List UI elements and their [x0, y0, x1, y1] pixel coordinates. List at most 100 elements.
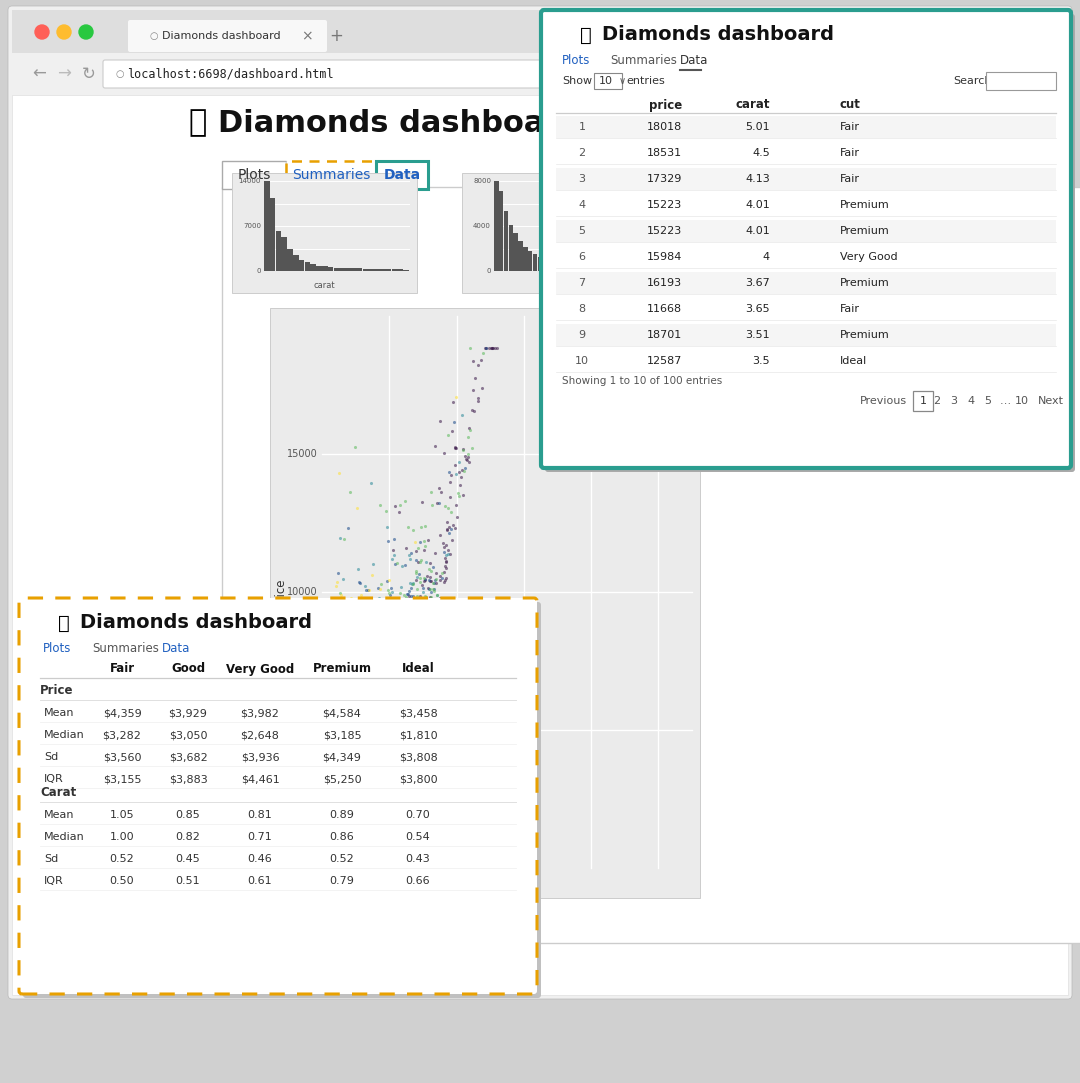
Point — [332, 747, 349, 765]
Point — [383, 758, 401, 775]
Point — [327, 822, 345, 839]
Point — [334, 811, 351, 828]
Point — [399, 699, 416, 716]
Point — [346, 766, 363, 783]
Point — [348, 820, 365, 837]
Point — [384, 695, 402, 713]
Point — [392, 730, 409, 747]
Point — [333, 837, 350, 854]
Point — [327, 833, 345, 850]
Point — [328, 836, 346, 853]
Point — [333, 805, 350, 822]
Point — [382, 709, 400, 727]
Point — [396, 666, 414, 683]
Text: v: v — [1059, 31, 1067, 41]
Point — [333, 735, 350, 753]
Point — [330, 746, 348, 764]
Point — [340, 801, 357, 819]
Point — [341, 823, 359, 840]
Point — [328, 733, 346, 751]
Point — [351, 800, 368, 818]
Point — [370, 742, 388, 759]
Point — [335, 823, 352, 840]
Point — [328, 791, 346, 808]
Point — [338, 808, 355, 825]
Point — [335, 808, 352, 825]
Point — [327, 797, 345, 814]
Point — [378, 719, 395, 736]
Point — [374, 702, 391, 719]
Point — [373, 766, 390, 783]
Point — [333, 731, 350, 748]
Point — [356, 800, 374, 818]
Point — [348, 815, 365, 833]
Point — [370, 747, 388, 765]
Point — [353, 714, 370, 731]
Point — [330, 814, 348, 832]
Point — [345, 788, 362, 806]
Point — [395, 662, 413, 679]
Point — [330, 801, 348, 819]
Point — [387, 736, 404, 754]
Point — [341, 808, 359, 825]
Point — [414, 493, 431, 510]
Point — [335, 804, 352, 821]
Point — [328, 831, 346, 848]
Point — [333, 800, 350, 818]
Point — [397, 681, 415, 699]
Point — [386, 683, 403, 701]
Point — [401, 680, 418, 697]
Point — [330, 824, 348, 841]
Point — [327, 731, 345, 748]
Point — [391, 720, 408, 738]
Bar — [286, 161, 376, 190]
Point — [383, 746, 401, 764]
Point — [396, 664, 414, 681]
Point — [357, 719, 375, 736]
Point — [328, 818, 346, 835]
Point — [374, 748, 391, 766]
Point — [378, 773, 395, 791]
Point — [345, 805, 362, 822]
Point — [334, 843, 351, 860]
Point — [348, 815, 365, 833]
Point — [370, 754, 388, 771]
Point — [334, 808, 351, 825]
Point — [342, 832, 360, 849]
Point — [328, 795, 346, 812]
Point — [366, 786, 383, 804]
Point — [351, 744, 368, 761]
Point — [369, 765, 387, 782]
Point — [349, 821, 366, 838]
Point — [363, 773, 380, 791]
Point — [328, 636, 346, 653]
Point — [356, 786, 374, 804]
Bar — [986, 71, 1056, 90]
Point — [333, 827, 350, 845]
Point — [391, 667, 408, 684]
Point — [404, 588, 421, 605]
Point — [334, 841, 351, 859]
Point — [374, 774, 391, 792]
Point — [340, 758, 357, 775]
Point — [337, 837, 354, 854]
Point — [363, 762, 380, 780]
Point — [339, 836, 356, 853]
Point — [380, 585, 397, 602]
Point — [343, 799, 361, 817]
Text: 1: 1 — [579, 122, 585, 132]
Point — [351, 736, 368, 754]
Point — [332, 742, 349, 759]
Point — [354, 778, 372, 795]
Point — [337, 747, 354, 765]
Point — [330, 746, 348, 764]
Point — [342, 835, 360, 852]
Point — [348, 809, 365, 826]
Point — [352, 793, 369, 810]
Point — [355, 797, 373, 814]
Point — [368, 779, 386, 796]
Point — [346, 823, 363, 840]
Point — [337, 835, 354, 852]
Point — [334, 731, 351, 748]
Point — [328, 699, 346, 716]
